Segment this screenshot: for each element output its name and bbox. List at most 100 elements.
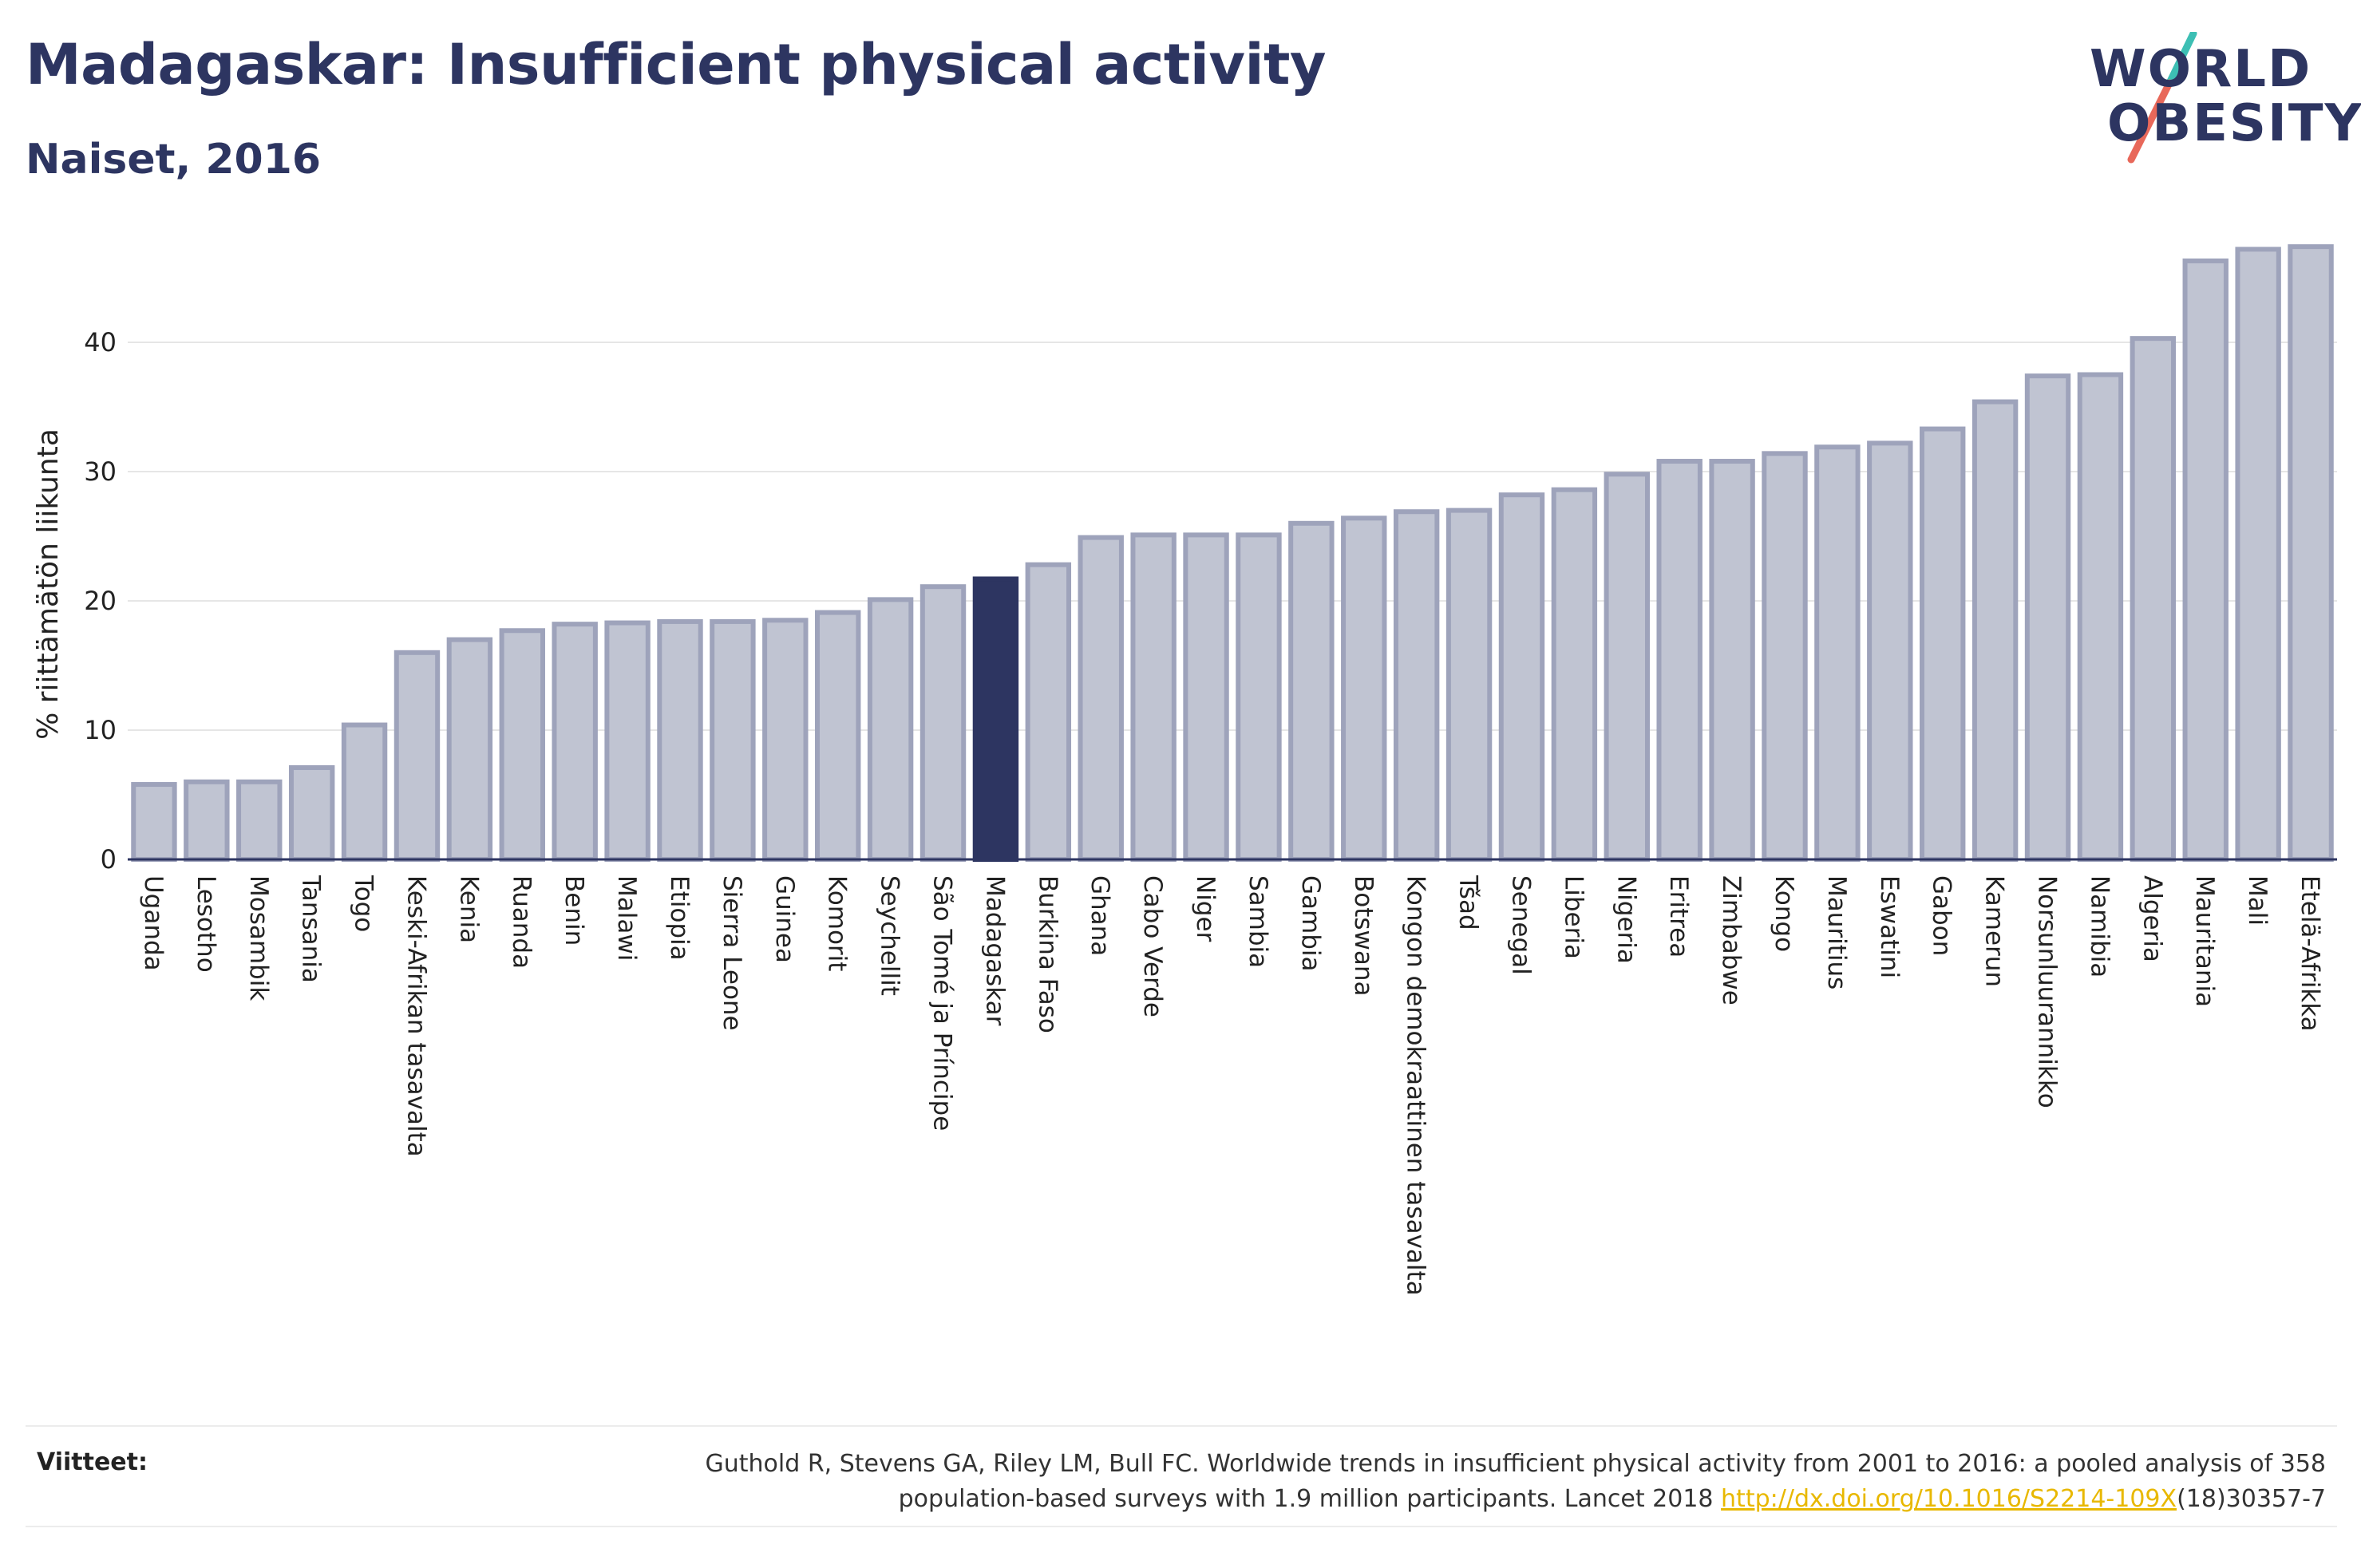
x-tick-label: Kongo [1770,875,1798,952]
bar [2077,372,2124,862]
x-tick-label: Mauritania [2190,875,2219,1007]
bar [1393,509,1440,862]
x-tick-label: Nigeria [1612,875,1640,964]
bar [919,584,967,862]
bar [1762,451,1808,862]
x-tick-label: São Tomé ja Príncipe [928,875,957,1131]
bar [1498,492,1545,862]
x-tick-label: Sierra Leone [718,875,746,1031]
x-tick-label: Seychellit [876,875,904,996]
x-tick-label: Eswatini [1875,875,1904,978]
reference-line-2-end: (18)30357-7 [2177,1485,2326,1513]
x-tick-label: Etelä-Afrikka [2296,875,2324,1032]
x-tick-label: Burkina Faso [1033,875,1062,1033]
bar [657,618,703,862]
bar [1709,459,1755,862]
x-tick-label: Mali [2243,875,2272,926]
bar [1551,487,1598,862]
reference-line-2: population-based surveys with 1.9 millio… [898,1485,1722,1513]
x-tick-label: Ghana [1086,875,1114,956]
x-tick-label: Keski-Afrikan tasavalta [401,875,430,1157]
x-tick-label: Mauritius [1822,875,1851,989]
bar [2182,258,2229,862]
x-tick-label: Gabon [1928,875,1956,956]
bar-chart: 0 10 20 30 40 % riittämätön liikunta Uganda Les… [32,244,2337,1296]
x-tick-label: Kamerun [1980,875,2009,987]
x-tick-label: Uganda [139,875,168,971]
x-tick-label: Kongon demokraattinen tasavalta [1402,875,1430,1296]
x-tick-label: Norsunluurannikko [2033,875,2062,1108]
x-tick-label: Etiopia [665,875,694,961]
x-tick-label: Tšad [1454,875,1483,930]
x-tick-label: Kenia [454,875,483,943]
bar [2288,244,2334,863]
x-tick-label: Sambia [1244,875,1272,968]
bar [552,622,598,862]
bar [1920,426,1966,863]
x-tick-label: Komorit [823,875,852,971]
bar [1971,399,2019,862]
y-axis-label: % riittämätön liikunta [32,429,65,740]
logo-line-2: OBESITY [2107,94,2361,153]
bar-highlighted [972,576,1019,862]
bar [1814,444,1861,863]
bar [710,618,756,862]
x-tick-label: Lesotho [192,875,220,973]
x-tick-label: Niger [1191,875,1220,942]
x-tick-label: Cabo Verde [1138,875,1167,1017]
bar [1236,532,1282,862]
bar [1341,515,1387,862]
page-title: Madagaskar: Insufficient physical activi… [26,32,1327,97]
bar [288,764,335,862]
bar [867,597,914,862]
bar [1025,562,1072,862]
bar [815,610,861,863]
bar [341,722,388,863]
references-divider-top [26,1425,2337,1427]
x-tick-label: Gambia [1296,875,1325,972]
x-tick-label: Zimbabwe [1717,875,1746,1005]
bar [1183,532,1229,862]
y-tick-label: 20 [84,586,117,616]
x-tick-label: Madagaskar [980,875,1009,1026]
y-tick-label: 40 [84,327,117,357]
logo-slash-icon [2127,32,2197,164]
bar [2235,247,2281,863]
x-tick-label: Senegal [1506,875,1535,975]
bar [604,620,651,862]
x-tick-label: Eritrea [1664,875,1693,958]
bar [131,782,177,862]
bar [184,779,230,862]
y-tick-label: 10 [84,715,117,745]
bar [2130,336,2177,862]
references-divider-bottom [26,1526,2337,1527]
logo-line-1: WORLD [2090,40,2312,99]
x-tick-label: Liberia [1559,875,1588,959]
bar [1130,532,1177,862]
x-tick-label: Benin [560,875,588,946]
references-text: Guthold R, Stevens GA, Riley LM, Bull FC… [410,1447,2326,1517]
bar [394,650,441,862]
y-tick-label: 0 [101,844,117,875]
bar [236,779,283,862]
x-tick-label: Namibia [2085,875,2114,978]
bar [762,618,809,862]
x-tick-label: Algeria [2138,875,2166,962]
reference-doi-link[interactable]: http://dx.doi.org/10.1016/S2214-109X [1721,1485,2177,1513]
reference-line-1: Guthold R, Stevens GA, Riley LM, Bull FC… [705,1450,2326,1478]
bar [1867,440,1913,862]
world-obesity-logo: WORLD OBESITY [2075,32,2361,168]
x-tick-label: Botswana [1349,875,1378,997]
y-tick-label: 30 [84,456,117,487]
bar [2024,373,2071,862]
bar [1288,520,1335,862]
x-tick-label: Mosambik [244,875,273,1001]
x-tick-label: Guinea [770,875,799,963]
x-tick-label: Tansania [297,875,326,983]
page-subtitle: Naiset, 2016 [26,136,322,184]
x-tick-label: Ruanda [507,875,536,969]
bar [1656,459,1703,862]
x-tick-label: Togo [350,875,378,932]
references-label: Viitteet: [37,1448,148,1476]
bar [1445,508,1493,862]
